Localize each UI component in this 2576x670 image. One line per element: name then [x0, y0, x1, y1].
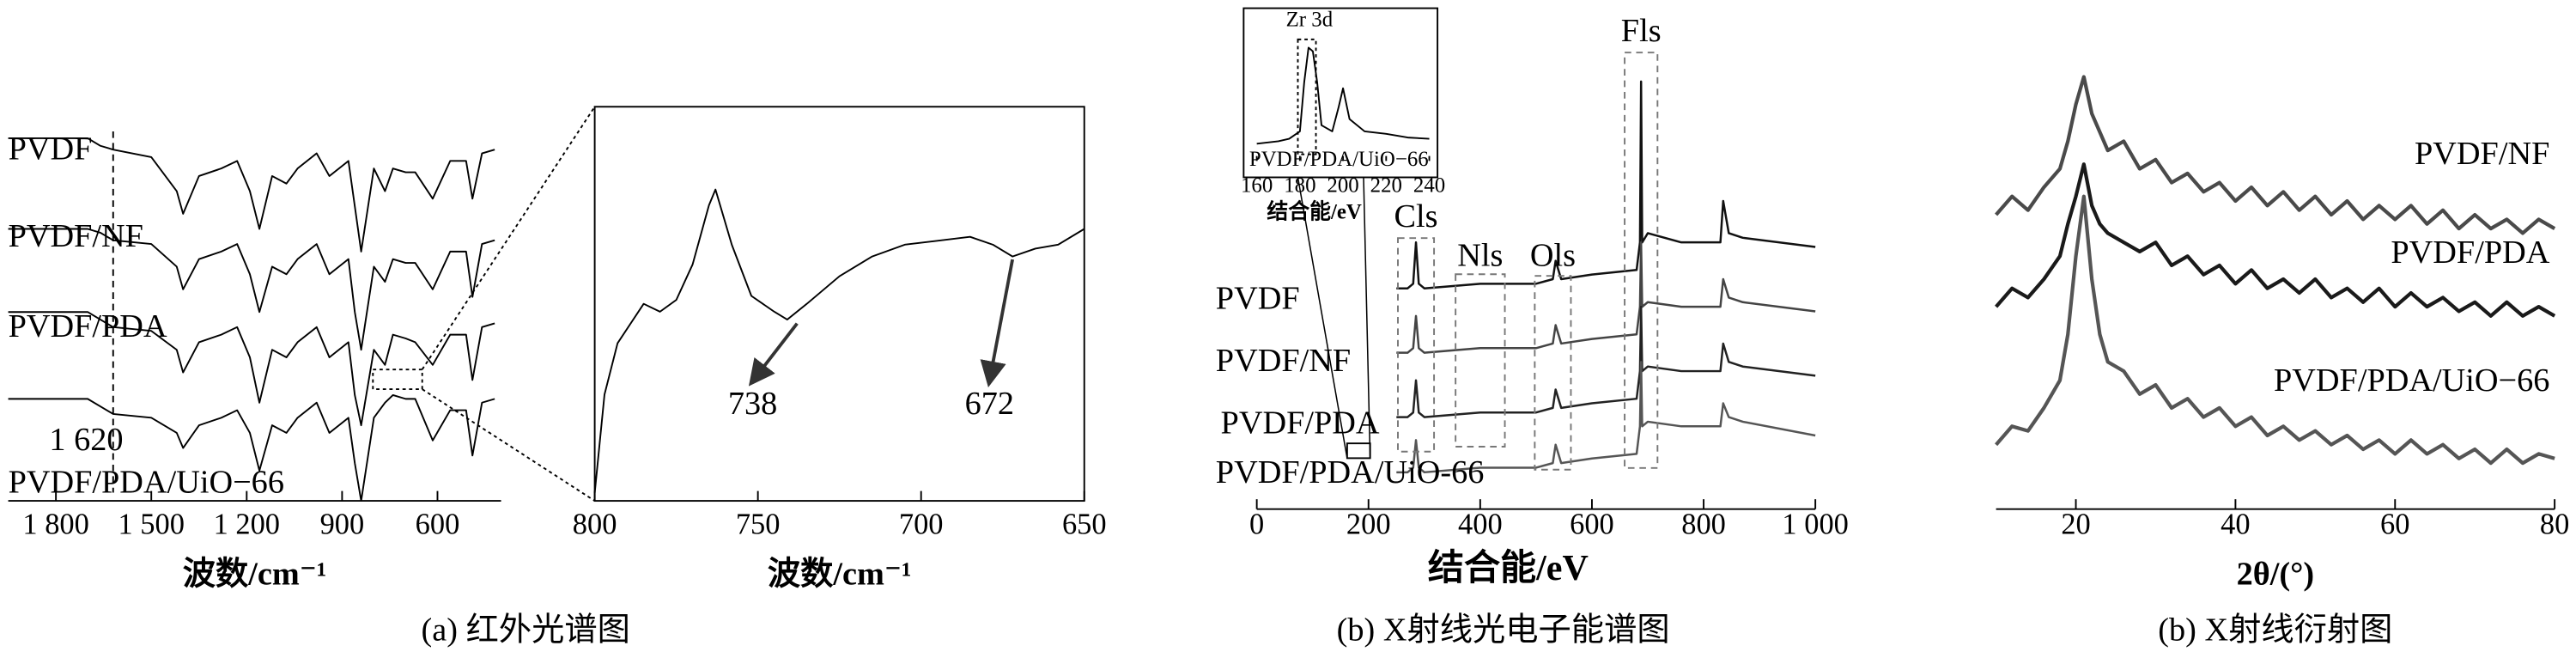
series-label: PVDF/NF	[2415, 136, 2549, 172]
x-tick-label: 80	[2540, 508, 2569, 540]
x-tick-label: 400	[1458, 508, 1503, 540]
annotation-arrow	[748, 322, 799, 387]
x-axis-label: 波数/cm⁻¹	[183, 556, 327, 593]
peak-box	[1624, 52, 1659, 469]
peak-label: Ols	[1530, 238, 1576, 274]
series-label: PVDF/NF	[9, 218, 143, 254]
series-line	[8, 394, 495, 502]
zoom-box	[372, 368, 423, 391]
peak-box	[1534, 275, 1572, 471]
series-label: PVDF/PDA/UiO−66	[1249, 148, 1429, 171]
x-tick-label: 900	[320, 508, 365, 540]
series-line	[1256, 46, 1430, 145]
x-tick-label: 20	[2061, 508, 2090, 540]
x-tick-label: 700	[899, 508, 944, 540]
series-line	[1995, 162, 2556, 318]
series-label: PVDF	[1216, 280, 1300, 316]
x-tick-label: 200	[1327, 174, 1358, 198]
x-tick-label: 240	[1413, 174, 1445, 198]
x-tick-label: 800	[573, 508, 617, 540]
x-tick-label: 1 500	[118, 508, 184, 540]
x-axis-label: 波数/cm⁻¹	[768, 556, 912, 593]
annotation: 1 620	[49, 422, 123, 458]
series-label: PVDF/PDA/UiO-66	[1216, 454, 1485, 490]
series-line	[593, 188, 1085, 494]
plot-frame	[593, 106, 1085, 502]
x-tick-label: 40	[2221, 508, 2250, 540]
x-tick-label: 600	[416, 508, 460, 540]
x-tick-label: 600	[1570, 508, 1614, 540]
x-tick-label: 800	[1681, 508, 1726, 540]
x-tick-label: 750	[736, 508, 781, 540]
series-label: PVDF/PDA	[9, 308, 167, 344]
x-tick-label: 650	[1062, 508, 1107, 540]
caption: (b) X射线光电子能谱图	[1337, 612, 1670, 649]
series-line	[1396, 305, 1816, 418]
series-label: PVDF/PDA	[1221, 405, 1380, 442]
x-axis-label: 2θ/(°)	[2237, 557, 2315, 593]
series-line	[1396, 241, 1816, 354]
series-label: PVDF/PDA/UiO−66	[9, 465, 284, 501]
x-tick-label: 200	[1346, 508, 1391, 540]
x-tick-label: 220	[1370, 174, 1402, 198]
peak-label: Nls	[1457, 238, 1503, 274]
series-label: PVDF/PDA/UiO−66	[2274, 362, 2549, 399]
x-axis-label: 结合能/eV	[1267, 198, 1362, 223]
series-line	[1396, 80, 1816, 289]
inset-frame	[1242, 7, 1439, 179]
series-label: PVDF	[9, 131, 93, 167]
x-tick-label: 160	[1241, 174, 1273, 198]
peak-label: Fls	[1621, 13, 1662, 49]
peak-box	[1455, 273, 1506, 448]
zoom-connector	[422, 388, 596, 502]
x-tick-label: 1 200	[214, 508, 280, 540]
series-line	[1995, 194, 2555, 466]
x-tick-label: 0	[1249, 508, 1264, 540]
series-label: PVDF/NF	[1216, 343, 1351, 379]
inset-highlight	[1297, 38, 1317, 155]
inset-connector	[1297, 177, 1348, 459]
x-tick-label: 1 000	[1782, 508, 1848, 540]
inset-connector	[1363, 177, 1371, 459]
x-axis-label: 结合能/eV	[1428, 548, 1589, 588]
x-tick-label: 1 800	[22, 508, 88, 540]
series-label: PVDF/PDA	[2391, 234, 2549, 271]
peak-box	[1397, 237, 1436, 453]
caption: (a) 红外光谱图	[422, 612, 630, 649]
caption: (b) X射线衍射图	[2158, 612, 2392, 649]
series-line	[1995, 75, 2556, 235]
annotation: 738	[728, 386, 777, 422]
x-tick-label: 60	[2380, 508, 2409, 540]
series-line	[8, 137, 495, 253]
inset-title: Zr 3d	[1286, 9, 1334, 32]
zoom-connector	[421, 106, 596, 370]
annotation: 672	[965, 386, 1014, 422]
peak-label: Cls	[1394, 198, 1438, 234]
series-line	[8, 228, 495, 351]
annotation-arrow	[980, 259, 1015, 388]
series-line	[1396, 361, 1816, 474]
series-line	[8, 311, 495, 427]
x-tick-label: 180	[1284, 174, 1315, 198]
